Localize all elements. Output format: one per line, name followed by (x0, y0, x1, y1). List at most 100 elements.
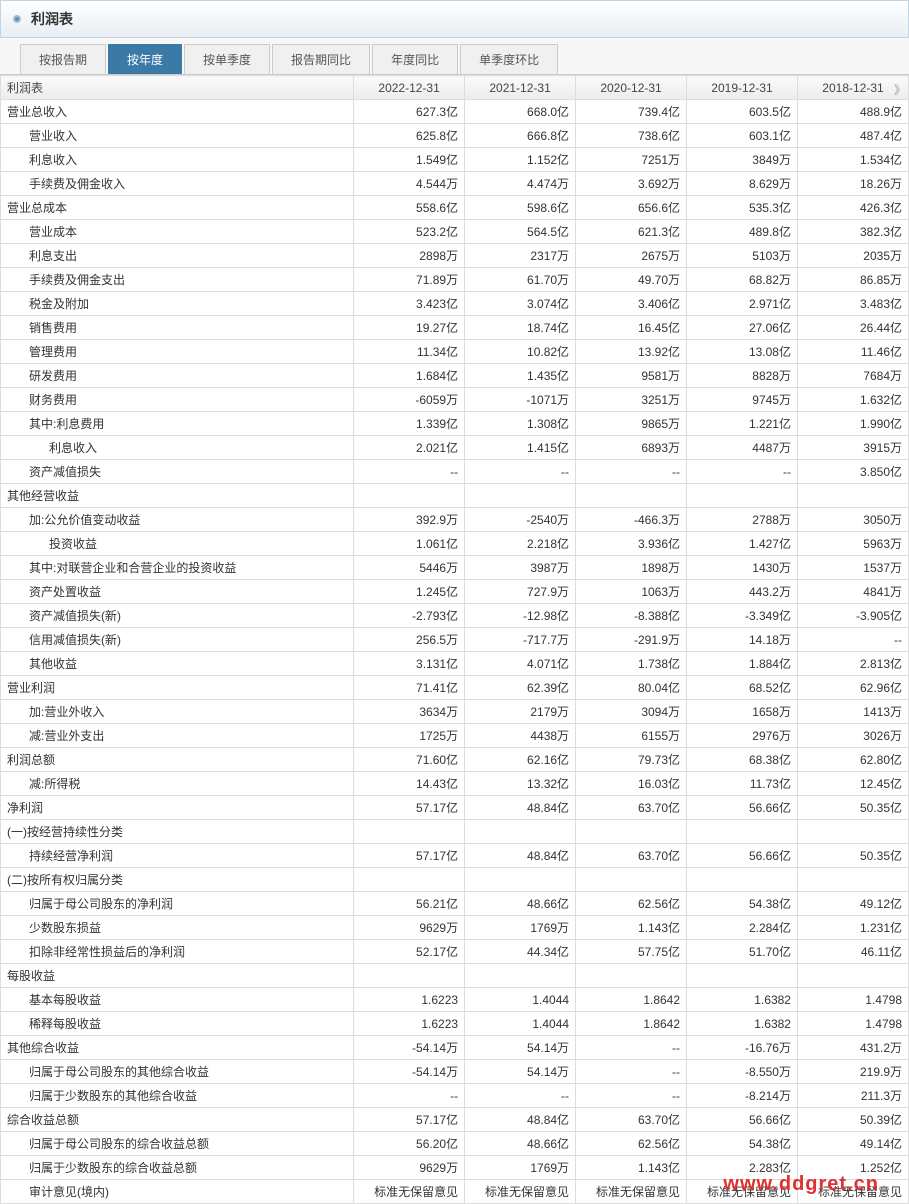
cell: 57.17亿 (354, 1108, 465, 1132)
cell: 46.11亿 (797, 940, 908, 964)
row-label: 利息支出 (1, 244, 354, 268)
cell: 63.70亿 (576, 844, 687, 868)
table-row: 信用减值损失(新)256.5万-717.7万-291.9万14.18万-- (1, 628, 909, 652)
cell (797, 964, 908, 988)
cell: 9581万 (576, 364, 687, 388)
cell: 2.971亿 (687, 292, 798, 316)
table-row: 手续费及佣金收入4.544万4.474万3.692万8.629万18.26万 (1, 172, 909, 196)
table-row: 加:公允价值变动收益392.9万-2540万-466.3万2788万3050万 (1, 508, 909, 532)
cell: 2675万 (576, 244, 687, 268)
cell: 2.813亿 (797, 652, 908, 676)
cell: 4487万 (687, 436, 798, 460)
row-label: 投资收益 (1, 532, 354, 556)
cell: 3.406亿 (576, 292, 687, 316)
cell: 56.66亿 (687, 844, 798, 868)
row-label: 审计意见(境内) (1, 1180, 354, 1204)
cell: 3050万 (797, 508, 908, 532)
cell: 558.6亿 (354, 196, 465, 220)
row-label: 其他经营收益 (1, 484, 354, 508)
cell: 523.2亿 (354, 220, 465, 244)
cell (354, 820, 465, 844)
cell: 48.84亿 (465, 844, 576, 868)
tab-3[interactable]: 报告期同比 (272, 44, 370, 74)
cell: 535.3亿 (687, 196, 798, 220)
cell (687, 484, 798, 508)
tab-2[interactable]: 按单季度 (184, 44, 270, 74)
income-statement-table: 利润表2022-12-312021-12-312020-12-312019-12… (0, 75, 909, 1204)
cell: 443.2万 (687, 580, 798, 604)
cell: -- (354, 1084, 465, 1108)
cell: 68.82万 (687, 268, 798, 292)
cell: 14.18万 (687, 628, 798, 652)
cell: 1.245亿 (354, 580, 465, 604)
cell: -54.14万 (354, 1036, 465, 1060)
tab-5[interactable]: 单季度环比 (460, 44, 558, 74)
tab-4[interactable]: 年度同比 (372, 44, 458, 74)
cell (465, 820, 576, 844)
cell: 13.08亿 (687, 340, 798, 364)
bullet-icon (13, 15, 21, 23)
cell: 71.41亿 (354, 676, 465, 700)
cell: 54.38亿 (687, 892, 798, 916)
cell: 1430万 (687, 556, 798, 580)
row-label: 归属于少数股东的综合收益总额 (1, 1156, 354, 1180)
cell: -54.14万 (354, 1060, 465, 1084)
cell: 1.435亿 (465, 364, 576, 388)
table-row: 利润总额71.60亿62.16亿79.73亿68.38亿62.80亿 (1, 748, 909, 772)
row-label: 信用减值损失(新) (1, 628, 354, 652)
cell: 3.692万 (576, 172, 687, 196)
table-row: 加:营业外收入3634万2179万3094万1658万1413万 (1, 700, 909, 724)
row-label: 加:公允价值变动收益 (1, 508, 354, 532)
cell: 62.56亿 (576, 892, 687, 916)
table-row: 少数股东损益9629万1769万1.143亿2.284亿1.231亿 (1, 916, 909, 940)
row-label: 其中:对联营企业和合营企业的投资收益 (1, 556, 354, 580)
cell: 1.252亿 (797, 1156, 908, 1180)
cell: -3.905亿 (797, 604, 908, 628)
row-label: 研发费用 (1, 364, 354, 388)
cell: -- (576, 1060, 687, 1084)
row-label: 资产减值损失 (1, 460, 354, 484)
cell: 3987万 (465, 556, 576, 580)
cell: 2.218亿 (465, 532, 576, 556)
table-row: 营业收入625.8亿666.8亿738.6亿603.1亿487.4亿 (1, 124, 909, 148)
cell: 50.35亿 (797, 844, 908, 868)
table-row: 基本每股收益1.62231.40441.86421.63821.4798 (1, 988, 909, 1012)
cell: 1.152亿 (465, 148, 576, 172)
cell: 1.884亿 (687, 652, 798, 676)
cell (797, 484, 908, 508)
tab-1[interactable]: 按年度 (108, 44, 182, 74)
cell: 1.6382 (687, 988, 798, 1012)
cell: 1.684亿 (354, 364, 465, 388)
table-row: 研发费用1.684亿1.435亿9581万8828万7684万 (1, 364, 909, 388)
row-label: 归属于少数股东的其他综合收益 (1, 1084, 354, 1108)
cell: 2.284亿 (687, 916, 798, 940)
cell: 1537万 (797, 556, 908, 580)
cell: 标准无保留意见 (797, 1180, 908, 1204)
table-row: 归属于母公司股东的综合收益总额56.20亿48.66亿62.56亿54.38亿4… (1, 1132, 909, 1156)
cell: 62.80亿 (797, 748, 908, 772)
cell: 3.936亿 (576, 532, 687, 556)
cell: 11.46亿 (797, 340, 908, 364)
tab-0[interactable]: 按报告期 (20, 44, 106, 74)
cell: -6059万 (354, 388, 465, 412)
cell (687, 868, 798, 892)
row-label: 扣除非经常性损益后的净利润 (1, 940, 354, 964)
cell: -2540万 (465, 508, 576, 532)
row-label: 税金及附加 (1, 292, 354, 316)
row-label: 归属于母公司股东的其他综合收益 (1, 1060, 354, 1084)
cell: 1.143亿 (576, 1156, 687, 1180)
cell: 666.8亿 (465, 124, 576, 148)
cell: 488.9亿 (797, 100, 908, 124)
row-label: 归属于母公司股东的综合收益总额 (1, 1132, 354, 1156)
cell: 9865万 (576, 412, 687, 436)
col-header-3: 2019-12-31 (687, 76, 798, 100)
cell: 49.12亿 (797, 892, 908, 916)
table-row: 利息收入2.021亿1.415亿6893万4487万3915万 (1, 436, 909, 460)
table-row: 归属于母公司股东的净利润56.21亿48.66亿62.56亿54.38亿49.1… (1, 892, 909, 916)
cell: 14.43亿 (354, 772, 465, 796)
cell (797, 820, 908, 844)
table-row: (一)按经营持续性分类 (1, 820, 909, 844)
cell: 18.74亿 (465, 316, 576, 340)
cell: 564.5亿 (465, 220, 576, 244)
cell: 1.8642 (576, 988, 687, 1012)
